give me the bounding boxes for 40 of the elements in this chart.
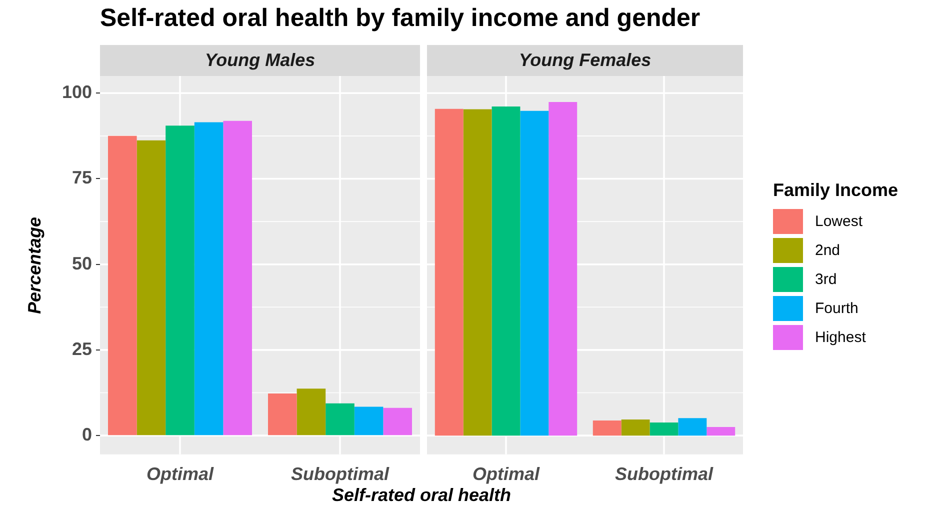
bar	[296, 388, 326, 436]
y-tick-label: 75	[72, 168, 92, 188]
x-axis-title: Self-rated oral health	[330, 485, 512, 506]
y-tick-label: 50	[72, 253, 92, 274]
x-tick-label: Suboptimal	[615, 464, 714, 484]
bar	[354, 406, 384, 436]
bar	[194, 122, 224, 436]
bar	[706, 427, 736, 436]
bar	[268, 393, 297, 436]
x-tick-label: Suboptimal	[291, 464, 390, 484]
bar	[136, 140, 166, 436]
bar	[434, 108, 464, 436]
bar	[223, 120, 252, 436]
y-tick-label: 25	[72, 338, 92, 359]
x-tick-label: Optimal	[146, 464, 214, 484]
chart-title: Self-rated oral health by family income and gender	[100, 4, 700, 33]
legend-label: Fourth	[815, 300, 858, 317]
y-tick-label: 0	[82, 424, 92, 445]
bar	[383, 408, 412, 436]
bar	[548, 102, 578, 436]
bar	[678, 418, 707, 436]
bar	[166, 126, 194, 436]
chart-subtitle: Young Males	[100, 45, 420, 76]
bar	[326, 403, 354, 436]
legend-title: Family Income	[773, 180, 898, 201]
legend-label: 2nd	[815, 242, 840, 259]
bar	[520, 110, 549, 436]
bar	[463, 109, 492, 436]
chart-subtitle: Young Females	[427, 45, 743, 76]
bar	[492, 106, 520, 436]
bar	[621, 419, 650, 436]
bar	[650, 422, 678, 436]
bar	[592, 420, 622, 436]
y-tick-label: 100	[62, 82, 92, 102]
legend-label: Highest	[815, 329, 866, 346]
x-tick-label: Optimal	[472, 464, 540, 484]
legend-label: 3rd	[815, 271, 837, 288]
bar	[108, 136, 137, 436]
y-axis-title: Percentage	[24, 216, 46, 316]
legend-label: Lowest	[815, 213, 863, 230]
